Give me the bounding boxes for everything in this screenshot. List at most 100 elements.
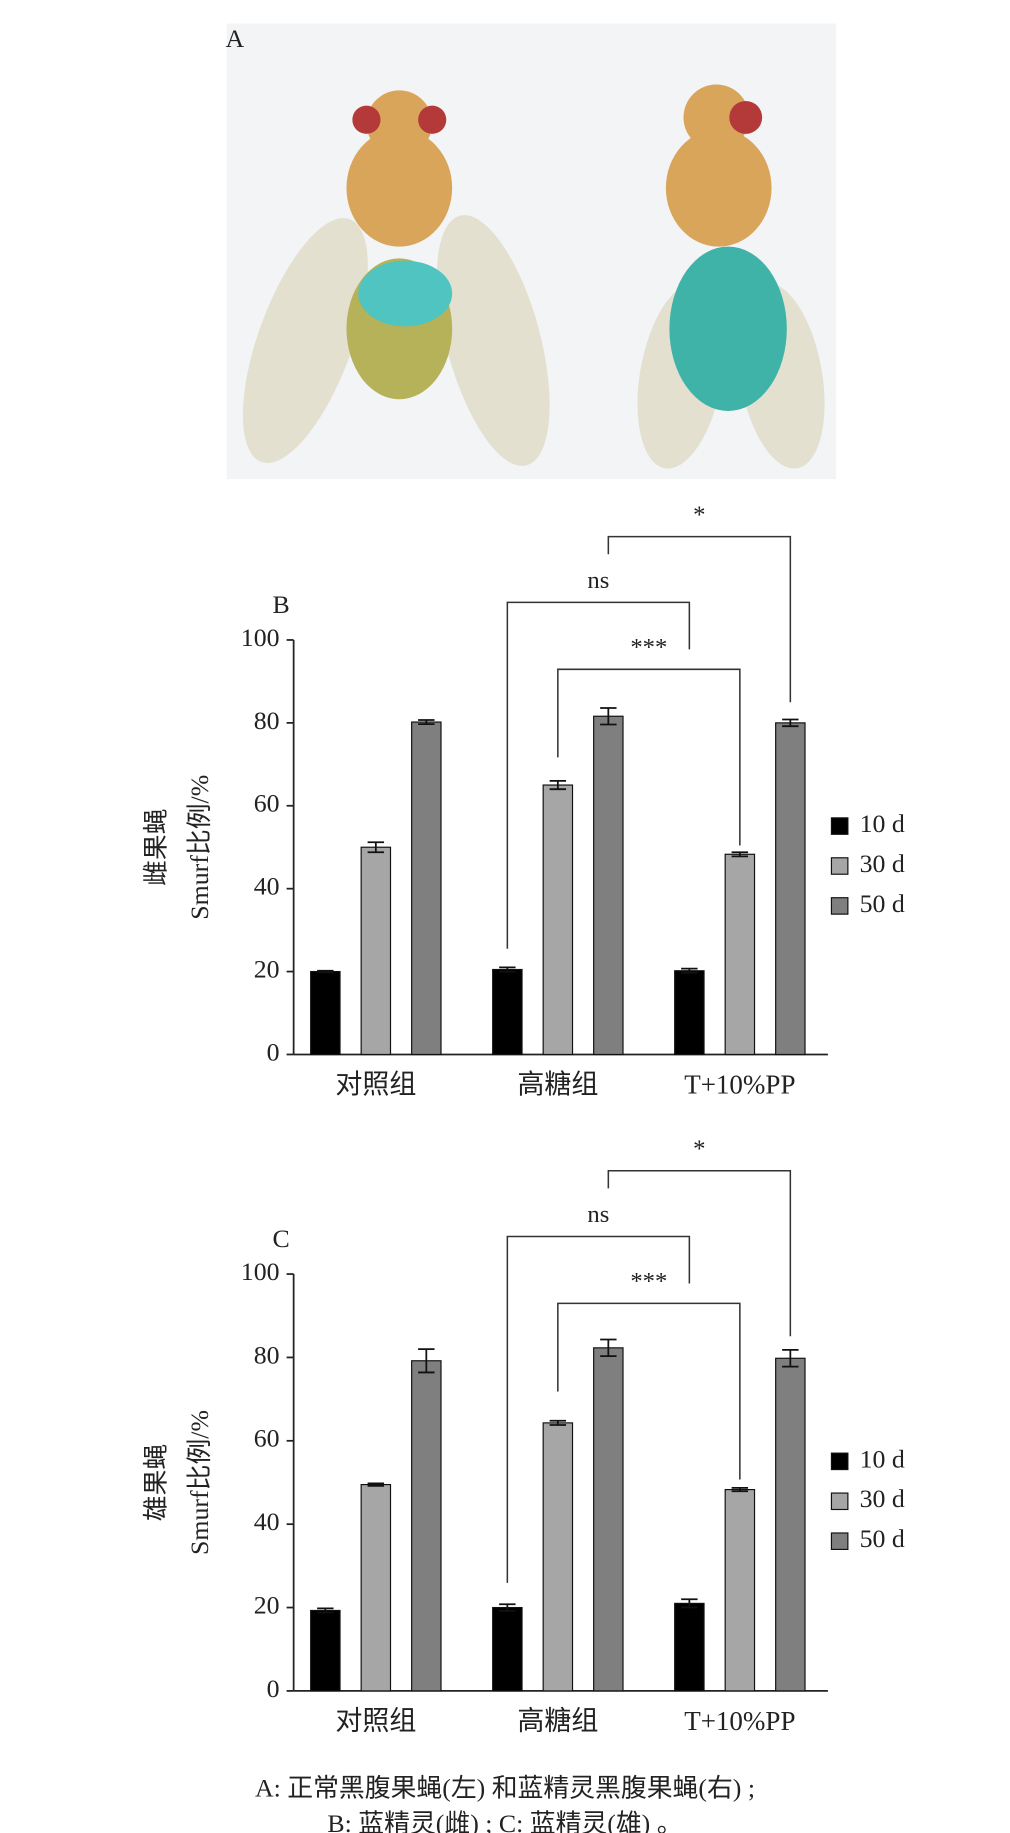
error-bar [782,1349,799,1368]
panel-label: B [272,590,289,619]
legend-label: 50 d [860,889,905,918]
bar [542,1422,574,1692]
bar-chart: B 0 20 40 60 80 100 雌果蝇 Smurf比例/% 对照组 高糖组 T+10%PP 10… [142,501,905,1099]
error-bar [549,1419,567,1426]
significance-label: *** [630,634,667,661]
bar [360,1483,392,1692]
error-bar [418,1348,435,1374]
legend-swatch [830,897,849,915]
fly-gut [669,246,787,411]
significance-bracket [506,601,691,949]
bar [674,1602,705,1692]
x-tick-label: 高糖组 [517,1706,598,1736]
bar [674,970,705,1056]
error-bar [731,1487,749,1493]
y-tick-label: 40 [254,1507,280,1536]
x-tick-label: 对照组 [335,1070,416,1100]
wing [242,218,368,463]
y-tick-label: 0 [267,1674,280,1703]
x-tick-label: 对照组 [335,1706,416,1736]
legend-label: 30 d [860,1484,905,1513]
y-axis-label: 雌果蝇 [142,808,171,885]
significance-label: ns [587,567,609,594]
legend-label: 30 d [860,849,905,878]
y-tick-label: 0 [267,1037,280,1066]
significance-bracket [506,1235,691,1583]
error-bar [782,718,799,728]
error-bar [681,967,698,974]
fly-eye [729,100,763,134]
y-tick-label: 60 [254,789,280,818]
error-bar [499,966,516,973]
bar [492,1606,523,1692]
legend-swatch [830,1532,849,1551]
error-bar [367,841,385,854]
y-tick-label: 80 [254,1340,280,1369]
legend-swatch [830,857,849,875]
bar [593,1347,624,1692]
y-tick-label: 80 [254,706,280,735]
y-axis-label: Smurf比例/% [185,1410,214,1555]
fly-thorax [665,129,772,247]
caption-line: B: 蓝精灵(雌) ; C: 蓝精灵(雄) 。 [327,1809,682,1833]
error-bar [731,851,749,858]
fly-eye [352,105,381,134]
significance-bracket [557,1302,741,1480]
bar [724,853,756,1056]
significance-bracket [607,535,792,703]
y-tick-label: 100 [241,1257,280,1286]
significance-label: *** [630,1268,667,1295]
bar [492,968,523,1056]
bar [724,1488,756,1692]
y-tick-label: 40 [254,872,280,901]
fly-thorax [346,129,453,247]
error-bar [317,969,334,974]
caption-line: A: 正常黑腹果蝇(左) 和蓝精灵黑腹果蝇(右) ; [255,1774,755,1803]
significance-label: * [693,1135,705,1162]
error-bar [499,1603,516,1612]
fly-gut [358,260,453,327]
panel-label: A [226,24,245,53]
panel-label: C [272,1224,289,1253]
x-tick-label: T+10%PP [684,1070,795,1100]
error-bar [367,1482,385,1487]
bar [360,846,392,1056]
y-axis-label: 雄果蝇 [142,1444,171,1521]
significance-label: * [693,501,705,528]
y-tick-label: 60 [254,1424,280,1453]
legend-label: 10 d [860,809,905,838]
legend-swatch [830,1492,849,1511]
legend-swatch [830,817,849,835]
bar [310,1609,341,1692]
fly-head [683,84,750,151]
x-tick-label: T+10%PP [684,1706,795,1736]
wing [436,215,550,466]
y-tick-label: 100 [241,623,280,652]
error-bar [600,707,617,726]
bar [542,784,574,1056]
bar [775,1357,806,1692]
legend-label: 50 d [860,1524,905,1553]
bar [310,970,341,1056]
error-bar [600,1338,617,1358]
x-tick-label: 高糖组 [517,1070,598,1100]
legend-swatch [830,1452,849,1471]
error-bar [681,1598,698,1609]
error-bar [317,1607,334,1614]
error-bar [549,780,567,791]
bar [411,1360,442,1692]
bar [593,715,624,1056]
y-tick-label: 20 [254,1590,280,1619]
y-tick-label: 20 [254,954,280,983]
legend-label: 10 d [860,1444,905,1473]
bar-chart: C 0 20 40 60 80 100 雄果蝇 Smurf比例/% 对照组 高糖组 T+10%PP 10… [142,1135,905,1736]
fly-eye [418,105,447,134]
bar [775,722,806,1056]
error-bar [418,719,435,725]
significance-label: ns [587,1201,609,1228]
photo-panel: A [226,23,837,480]
significance-bracket [557,668,741,846]
y-axis-label: Smurf比例/% [185,775,214,920]
significance-bracket [607,1169,792,1337]
